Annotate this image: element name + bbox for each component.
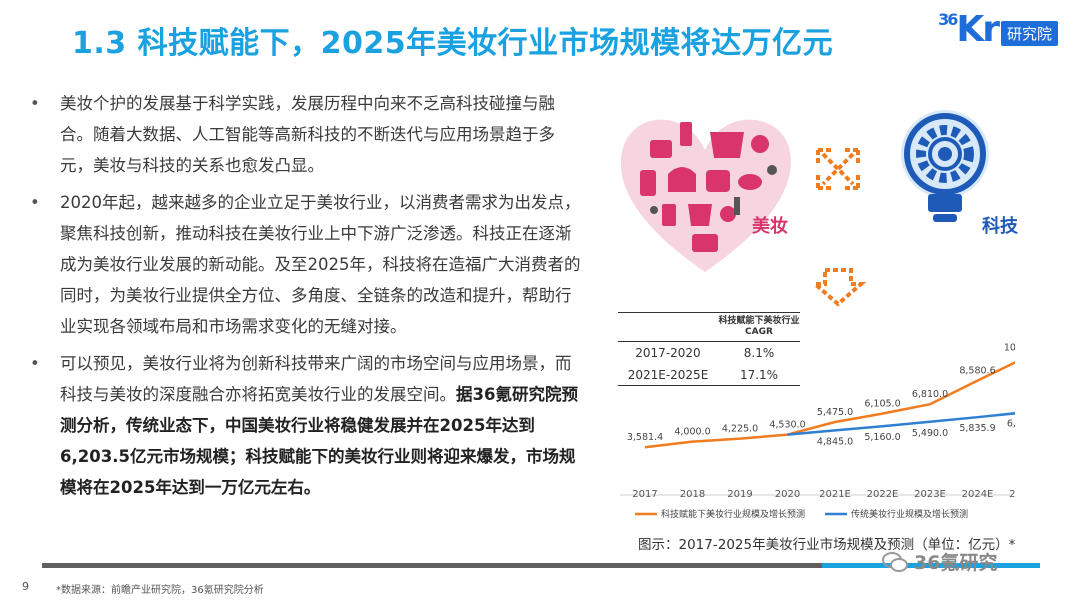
data-source: *数据来源：前瞻产业研究院，36氪研究院分析 <box>56 585 264 596</box>
data-label: 6,203.5 <box>1007 418 1015 429</box>
x-tick-label: 2021E <box>819 489 851 500</box>
brand-prefix: 36 <box>938 10 958 29</box>
bullet-list: • 美妆个护的发展基于科学实践，发展历程中向来不乏高科技碰撞与融合。随着大数据、… <box>30 88 582 509</box>
page-number: 9 <box>22 580 29 593</box>
data-label: 4,000.0 <box>674 427 710 438</box>
legend-entry: 传统美妆行业规模及增长预测 <box>851 508 968 520</box>
data-label: 4,225.0 <box>722 424 758 435</box>
bullet-text-regular: 可以预见，美妆行业将为创新科技带来广阔的市场空间与应用场景，而科技与美妆的深度融… <box>60 354 572 404</box>
beauty-heart-icon <box>620 119 791 272</box>
x-tick-label: 2020 <box>775 489 800 500</box>
watermark: 36氪研究 <box>882 548 997 575</box>
chat-bubble-icon <box>882 551 908 572</box>
bullet-text: 2020年起，越来越多的企业立足于美妆行业，以消费者需求为出发点，聚焦科技创新，… <box>60 193 581 336</box>
x-tick-label: 2023E <box>914 489 946 500</box>
cross-arrows-icon <box>816 148 860 190</box>
bullet-text-bold: 据36氪研究院预测分析，传统业态下，中国美妆行业将稳健发展并在2025年达到6,… <box>60 385 578 497</box>
x-tick-label: 2022E <box>867 489 899 500</box>
down-arrow-icon <box>809 268 867 307</box>
brand-subtitle: 研究院 <box>1000 21 1058 46</box>
bullet-dot-icon: • <box>30 94 40 113</box>
brand-mark: 36Kr <box>938 9 1000 50</box>
bullet-dot-icon: • <box>30 354 40 373</box>
cagr-table-row: 2017-2020 8.1% <box>618 342 800 364</box>
cagr-period: 2017-2020 <box>635 346 701 360</box>
x-tick-label: 2019 <box>727 489 752 500</box>
cagr-header-label: 科技赋能下美妆行业CAGR <box>718 316 800 337</box>
cagr-value: 17.1% <box>739 368 779 382</box>
x-tick-label: 2018 <box>680 489 705 500</box>
data-label: 5,160.0 <box>864 432 900 443</box>
bullet-item: • 2020年起，越来越多的企业立足于美妆行业，以消费者需求为出发点，聚焦科技创… <box>30 187 582 342</box>
series-line-2 <box>787 412 1015 436</box>
footer-bar-blue <box>822 563 1040 568</box>
data-label: 4,530.0 <box>769 420 805 431</box>
cagr-period: 2021E-2025E <box>627 368 709 382</box>
legend-entry: 科技赋能下美妆行业规模及增长预测 <box>661 508 805 520</box>
footer-bar-grey <box>42 563 822 568</box>
data-label: 6,105.0 <box>864 399 900 410</box>
series-line-1 <box>644 361 1015 449</box>
data-label: 5,475.0 <box>817 407 853 418</box>
beauty-tech-illustration: 美妆 科技 <box>620 110 1019 307</box>
data-label: 6,810.0 <box>912 389 948 400</box>
watermark-text: 36氪研究 <box>914 552 998 574</box>
chart-caption: 图示：2017-2025年美妆行业市场规模及预测（单位：亿元）* <box>638 537 1016 553</box>
data-label: 10,296.7 <box>1004 343 1015 354</box>
cagr-table: 科技赋能下美妆行业CAGR 2017-2020 8.1% 2021E-2025E… <box>618 312 800 386</box>
bullet-text: 美妆个护的发展基于科学实践，发展历程中向来不乏高科技碰撞与融合。随着大数据、人工… <box>60 94 555 175</box>
data-label: 3,581.4 <box>627 432 663 443</box>
tech-label: 科技 <box>982 215 1019 237</box>
x-tick-label: 2024E <box>962 489 994 500</box>
data-label: 5,490.0 <box>912 428 948 439</box>
data-label: 5,835.9 <box>959 423 995 434</box>
brand-logo: 36Kr 研究院 <box>938 12 1058 48</box>
data-label: 8,580.6 <box>959 366 995 377</box>
x-tick-label: 2017 <box>632 489 657 500</box>
x-tick-label: 2025E <box>1009 489 1015 500</box>
bullet-text: 可以预见，美妆行业将为创新科技带来广阔的市场空间与应用场景，而科技与美妆的深度融… <box>60 348 582 503</box>
tech-gear-bulb-icon <box>901 110 989 222</box>
cagr-value: 8.1% <box>743 346 775 360</box>
page-title: 1.3 科技赋能下，2025年美妆行业市场规模将达万亿元 <box>72 26 834 61</box>
bullet-item: • 可以预见，美妆行业将为创新科技带来广阔的市场空间与应用场景，而科技与美妆的深… <box>30 348 582 503</box>
bullet-item: • 美妆个护的发展基于科学实践，发展历程中向来不乏高科技碰撞与融合。随着大数据、… <box>30 88 582 181</box>
cagr-table-header: 科技赋能下美妆行业CAGR <box>618 312 800 342</box>
data-label: 4,845.0 <box>817 436 853 447</box>
cagr-table-row: 2021E-2025E 17.1% <box>618 364 800 386</box>
market-size-line-chart: 2017 2018 2019 2020 2021E 2022E 2023E 2024E 2025… <box>620 343 1015 520</box>
bullet-dot-icon: • <box>30 193 40 212</box>
brand-letters: Kr <box>956 9 1000 50</box>
beauty-label: 美妆 <box>752 215 788 237</box>
